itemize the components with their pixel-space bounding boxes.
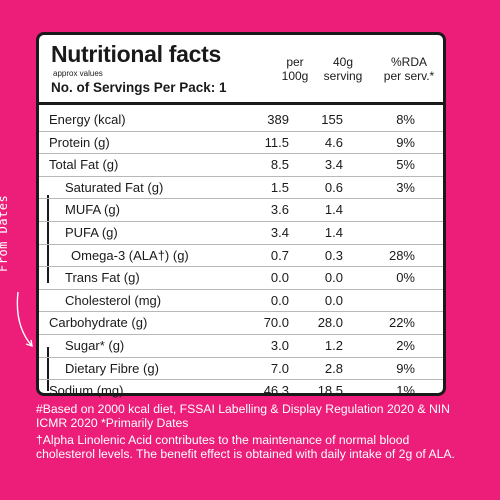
value-per-serving: 28.0 bbox=[317, 315, 343, 331]
value-per-100g: 3.4 bbox=[270, 224, 289, 240]
label-subtitle: approx values bbox=[53, 69, 103, 78]
nutrient-name: Carbohydrate (g) bbox=[49, 315, 148, 331]
nutrient-name: PUFA (g) bbox=[65, 224, 118, 240]
value-per-100g: 46.3 bbox=[263, 383, 289, 399]
table-row: Total Fat (g) 8.5 3.4 5% bbox=[39, 154, 443, 177]
table-row: Carbohydrate (g) 70.0 28.0 22% bbox=[39, 312, 443, 335]
table-row: Sugar* (g) 3.0 1.2 2% bbox=[39, 335, 443, 358]
table-row: Sodium (mg) 46.3 18.5 1% bbox=[39, 380, 443, 402]
nutrient-name: Cholesterol (mg) bbox=[65, 292, 162, 308]
value-per-serving: 0.3 bbox=[324, 247, 343, 263]
value-rda: 28% bbox=[388, 247, 415, 263]
value-per-serving: 155 bbox=[321, 112, 343, 127]
nutrient-name: Dietary Fibre (g) bbox=[65, 360, 159, 376]
value-per-100g: 7.0 bbox=[270, 360, 289, 376]
value-per-serving: 1.4 bbox=[324, 224, 343, 240]
column-header-line: serving bbox=[323, 69, 363, 83]
table-row: Energy (kcal) 389 155 8% bbox=[39, 109, 443, 132]
nutrient-name: Sodium (mg) bbox=[49, 383, 124, 399]
nutrient-table: Energy (kcal) 389 155 8% Protein (g) 11.… bbox=[39, 109, 443, 402]
value-rda: 1% bbox=[396, 383, 415, 399]
nutrient-name: Total Fat (g) bbox=[49, 157, 119, 173]
column-header-line: %RDA bbox=[390, 55, 427, 69]
value-per-100g: 11.5 bbox=[264, 134, 289, 150]
value-per-100g: 70.0 bbox=[263, 315, 289, 331]
table-row: Dietary Fibre (g) 7.0 2.8 9% bbox=[39, 358, 443, 381]
nutrient-name: MUFA (g) bbox=[65, 202, 120, 218]
value-per-100g: 389 bbox=[267, 112, 289, 127]
carb-group-bracket bbox=[47, 347, 49, 391]
table-row: Saturated Fat (g) 1.5 0.6 3% bbox=[39, 177, 443, 200]
table-row: PUFA (g) 3.4 1.4 bbox=[39, 222, 443, 245]
table-row: Cholesterol (mg) 0.0 0.0 bbox=[39, 290, 443, 313]
table-row: Trans Fat (g) 0.0 0.0 0% bbox=[39, 267, 443, 290]
value-per-100g: 8.5 bbox=[270, 157, 289, 173]
value-per-serving: 0.6 bbox=[324, 179, 343, 195]
value-rda: 22% bbox=[388, 315, 415, 331]
footnote-rda-basis: #Based on 2000 kcal diet, FSSAI Labellin… bbox=[36, 402, 450, 430]
value-per-serving: 0.0 bbox=[324, 270, 343, 286]
curved-arrow-icon bbox=[16, 291, 33, 348]
header-divider bbox=[39, 102, 443, 105]
value-rda: 8% bbox=[396, 112, 415, 127]
value-per-100g: 3.6 bbox=[270, 202, 289, 218]
value-per-serving: 4.6 bbox=[324, 134, 343, 150]
column-header-line: per serv.* bbox=[383, 69, 435, 83]
value-per-serving: 18.5 bbox=[317, 383, 343, 399]
value-per-serving: 0.0 bbox=[324, 292, 343, 308]
column-header-line: 40g bbox=[332, 55, 354, 69]
value-per-100g: 1.5 bbox=[270, 179, 289, 195]
table-row: Omega-3 (ALA†) (g) 0.7 0.3 28% bbox=[39, 245, 443, 268]
nutrient-name: Protein (g) bbox=[49, 134, 110, 150]
value-per-serving: 1.4 bbox=[324, 202, 343, 218]
value-rda: 2% bbox=[396, 337, 415, 353]
from-dates-annotation: From Dates bbox=[0, 194, 10, 272]
value-per-100g: 0.0 bbox=[270, 270, 289, 286]
value-per-serving: 2.8 bbox=[324, 360, 343, 376]
value-per-100g: 0.0 bbox=[270, 292, 289, 308]
nutrient-name: Sugar* (g) bbox=[65, 337, 125, 353]
value-rda: 9% bbox=[396, 134, 415, 150]
value-per-serving: 1.2 bbox=[324, 337, 343, 353]
table-row: Protein (g) 11.5 4.6 9% bbox=[39, 132, 443, 155]
column-header-line: 100g bbox=[281, 69, 309, 83]
footnote-ala: †Alpha Linolenic Acid contributes to the… bbox=[36, 433, 455, 461]
nutrient-name: Energy (kcal) bbox=[49, 112, 126, 127]
nutrition-label: Nutritional facts approx values No. of S… bbox=[36, 32, 446, 398]
column-header-line: per bbox=[286, 55, 304, 69]
value-per-serving: 3.4 bbox=[324, 157, 343, 173]
table-row: MUFA (g) 3.6 1.4 bbox=[39, 199, 443, 222]
value-rda: 9% bbox=[396, 360, 415, 376]
label-title: Nutritional facts bbox=[51, 41, 221, 67]
footnotes: #Based on 2000 kcal diet, FSSAI Labellin… bbox=[36, 402, 456, 464]
column-header-rda: %RDA per serv.* bbox=[373, 55, 445, 83]
fat-group-bracket bbox=[47, 195, 49, 283]
value-per-100g: 3.0 bbox=[270, 337, 289, 353]
servings-per-pack: No. of Servings Per Pack: 1 bbox=[51, 80, 227, 95]
column-header-per-100g: per 100g bbox=[267, 55, 323, 83]
value-rda: 3% bbox=[396, 179, 415, 195]
column-header-serving: 40g serving bbox=[313, 55, 373, 83]
nutrient-name: Trans Fat (g) bbox=[65, 270, 140, 286]
nutrient-name: Omega-3 (ALA†) (g) bbox=[71, 247, 189, 263]
value-rda: 5% bbox=[396, 157, 415, 173]
value-rda: 0% bbox=[396, 270, 415, 286]
nutrient-name: Saturated Fat (g) bbox=[65, 179, 164, 195]
value-per-100g: 0.7 bbox=[270, 247, 289, 263]
